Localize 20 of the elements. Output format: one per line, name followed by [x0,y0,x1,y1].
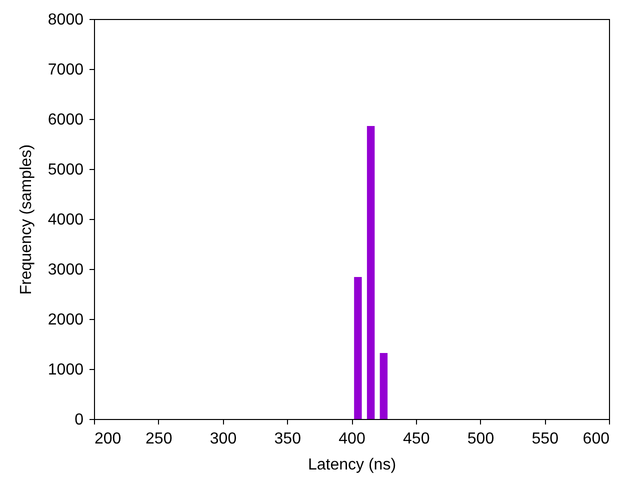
x-tick-label: 450 [403,430,430,448]
x-tick-label: 500 [467,430,494,448]
y-tick-label: 8000 [48,12,84,28]
x-tick-label: 600 [582,430,610,448]
y-tick-label: 5000 [48,162,84,178]
x-tick-label: 250 [146,430,172,448]
y-tick-label: 6000 [48,112,84,128]
y-axis-title: Frequency (samples) [18,144,35,295]
x-tick-label: 550 [532,430,559,448]
x-axis-title: Latency (ns) [308,456,396,474]
x-tick-label: 350 [274,430,302,448]
x-tick-label: 200 [94,430,122,448]
y-tick-label: 3000 [48,262,84,278]
x-tick-label: 400 [338,430,366,448]
x-tick-label: 300 [210,430,237,448]
y-tick-label: 7000 [48,62,84,78]
y-tick-label: 2000 [48,312,84,328]
y-tick-label: 4000 [48,212,84,228]
y-tick-label: 1000 [48,362,84,378]
y-tick-label: 0 [74,412,84,428]
